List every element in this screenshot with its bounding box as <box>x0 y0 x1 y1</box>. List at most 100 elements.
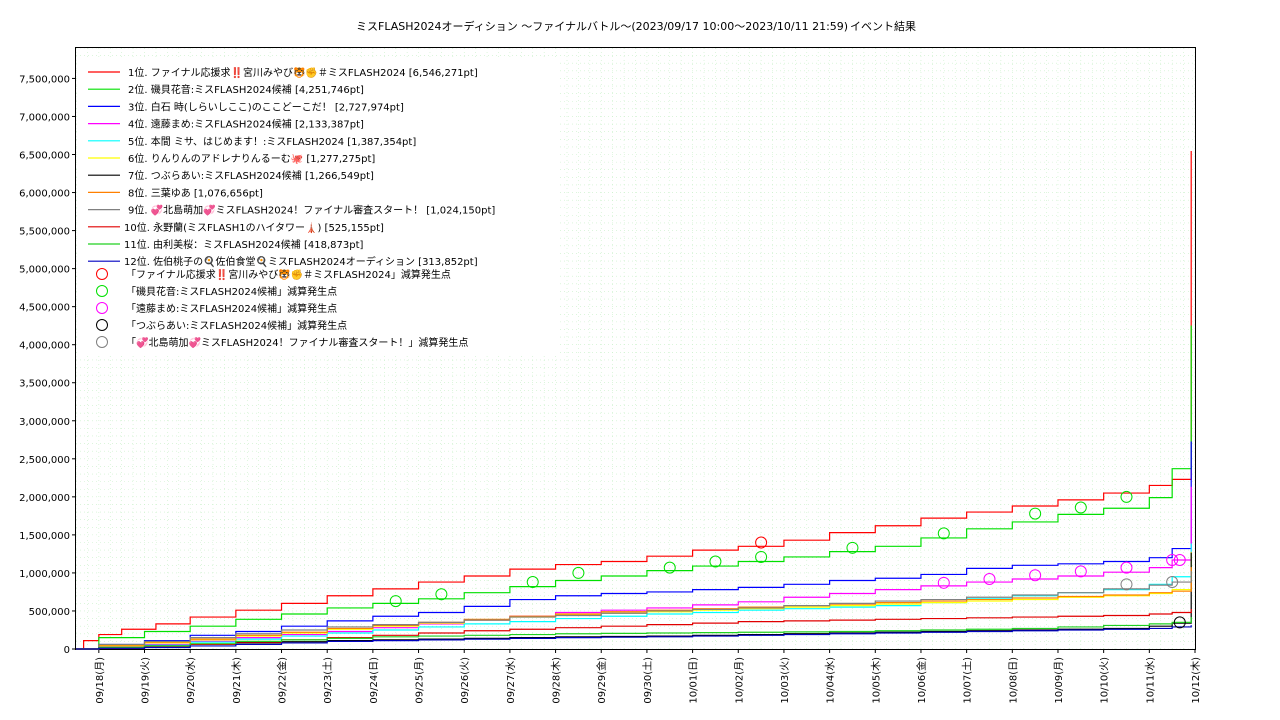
x-tick-label: 10/03(火) <box>779 657 791 704</box>
x-tick-label: 10/01(日) <box>689 657 700 704</box>
legend: 1位. ファイナル応援求‼️宮川みやび🐯✊＃ミスFLASH2024 [6,546… <box>80 60 560 356</box>
y-tick-label: 500,000 <box>29 607 70 618</box>
legend-marker <box>96 268 108 280</box>
x-tick-label: 10/02(月) <box>733 657 745 704</box>
legend-label: 12位. 佐伯桃子の🍳佐伯食堂🍳ミスFLASH2024オーディション [313,… <box>124 255 478 268</box>
legend-marker <box>96 336 108 348</box>
legend-label: 8位. 三葉ゆあ [1,076,656pt] <box>128 186 263 199</box>
series-line <box>76 609 1192 650</box>
y-tick-label: 5,000,000 <box>19 265 70 276</box>
series-line <box>76 625 1192 650</box>
marker-point <box>846 541 859 554</box>
marker-point <box>1029 569 1042 582</box>
y-axis: 0 500,000 1,000,000 1,500,000 2,000,000 2,500… <box>19 74 76 656</box>
legend-label: 「ファイナル応援求‼️宮川みやび🐯✊＃ミスFLASH2024」減算発生点 <box>126 268 451 281</box>
y-tick-label: 0 <box>64 645 70 656</box>
marker-point <box>1120 578 1133 591</box>
series-line <box>76 617 1192 650</box>
legend-label: 4位. 遠藤まめ:ミスFLASH2024候補 [2,133,387pt] <box>128 118 364 131</box>
legend-label: 3位. 白石 時(しらいしここ)のここどーこだ！ [2,727,974pt] <box>128 100 404 113</box>
legend-marker <box>96 302 108 314</box>
marker-point <box>1074 565 1087 578</box>
y-tick-label: 7,500,000 <box>19 74 70 85</box>
series-line <box>76 567 1192 650</box>
legend-marker <box>96 319 108 331</box>
x-tick-label: 10/04(水) <box>825 657 837 704</box>
y-tick-label: 1,000,000 <box>19 569 70 580</box>
x-tick-label: 10/07(土) <box>961 657 974 704</box>
x-tick-label: 09/23(土) <box>321 657 334 704</box>
legend-label: 「遠藤まめ:ミスFLASH2024候補」減算発生点 <box>126 302 337 315</box>
legend-marker <box>96 285 108 297</box>
legend-label: 9位. 💞北島萌加💞ミスFLASH2024！ファイナル審査スタート！ [1,02… <box>128 204 495 217</box>
x-tick-label: 10/06(金) <box>915 657 928 704</box>
legend-label: 「磯貝花音:ミスFLASH2024候補」減算発生点 <box>126 285 337 298</box>
plot-frame <box>75 47 1196 650</box>
legend-label: 5位. 本間 ミサ、はじめます！:ミスFLASH2024 [1,387,354p… <box>128 135 416 148</box>
marker-point <box>709 555 722 568</box>
legend-label: 2位. 磯貝花音:ミスFLASH2024候補 [4,251,746pt] <box>128 83 364 96</box>
marker-point <box>389 595 402 608</box>
x-tick-label: 09/19(火) <box>140 657 152 704</box>
marker-point <box>1173 553 1186 566</box>
x-tick-label: 10/05(木) <box>870 657 882 704</box>
marker-point <box>755 536 768 549</box>
legend-background <box>80 60 560 356</box>
y-tick-label: 2,500,000 <box>19 455 70 466</box>
marker-point <box>1074 501 1087 514</box>
x-tick-label: 09/24(日) <box>369 657 380 704</box>
marker-point <box>755 550 768 563</box>
legend-label: 11位. 由利美桜：ミスFLASH2024候補 [418,873pt] <box>124 238 363 251</box>
marker-point <box>1166 576 1179 589</box>
y-tick-label: 4,000,000 <box>19 341 70 352</box>
legend-label: 「つぶらあい:ミスFLASH2024候補」減算発生点 <box>126 319 347 332</box>
x-tick-label: 09/25(月) <box>414 657 426 704</box>
x-axis: 09/18(月) 09/19(火) 09/20(水) 09/21(木) 09/22(金)… <box>94 649 1202 704</box>
y-tick-label: 6,000,000 <box>19 189 70 200</box>
chart-title: ミスFLASH2024オーディション ～ファイナルバトル～(2023/09/17… <box>356 19 848 33</box>
legend-label: 10位. 永野蘭(ミスFLASH1のハイタワー🗼) [525,155pt] <box>124 221 384 234</box>
marker-point <box>572 566 585 579</box>
y-tick-label: 5,500,000 <box>19 227 70 238</box>
x-tick-label: 09/26(火) <box>459 657 471 704</box>
marker-points <box>389 490 1186 629</box>
marker-point <box>526 576 539 589</box>
legend-label: 「💞北島萌加💞ミスFLASH2024！ファイナル審査スタート！」減算発生点 <box>126 336 468 349</box>
marker-point <box>937 576 950 589</box>
y-tick-label: 3,000,000 <box>19 417 70 428</box>
x-tick-label: 09/18(月) <box>94 657 106 704</box>
series-line <box>76 571 1192 650</box>
marker-point <box>1120 561 1133 574</box>
marker-point <box>937 527 950 540</box>
x-tick-label: 09/28(木) <box>551 657 563 704</box>
chart-subtitle: イベント結果 <box>850 19 916 33</box>
marker-point <box>435 588 448 601</box>
y-tick-label: 2,000,000 <box>19 493 70 504</box>
marker-point <box>1173 616 1186 629</box>
y-tick-label: 4,500,000 <box>19 303 70 314</box>
series-line <box>76 325 1192 650</box>
x-tick-label: 10/11(水) <box>1144 657 1156 704</box>
x-tick-label: 09/27(水) <box>505 657 517 704</box>
series-lines <box>76 150 1192 650</box>
x-tick-label: 09/29(金) <box>595 657 608 704</box>
x-tick-label: 09/20(水) <box>185 657 197 704</box>
legend-label: 1位. ファイナル応援求‼️宮川みやび🐯✊＃ミスFLASH2024 [6,546… <box>128 66 478 79</box>
x-tick-label: 10/09(月) <box>1053 657 1065 704</box>
x-tick-label: 09/30(土) <box>641 657 654 704</box>
marker-point <box>663 561 676 574</box>
series-line <box>76 551 1192 650</box>
x-tick-label: 09/22(金) <box>276 657 289 704</box>
series-line <box>76 441 1192 650</box>
x-tick-label: 10/08(日) <box>1008 657 1019 704</box>
y-tick-label: 1,500,000 <box>19 531 70 542</box>
legend-label: 7位. つぶらあい:ミスFLASH2024候補 [1,266,549pt] <box>128 169 374 182</box>
marker-point <box>983 573 996 586</box>
legend-label: 6位. りんりんのアドレナりんるーむ🐙 [1,277,275pt] <box>128 152 375 165</box>
series-line <box>76 486 1192 650</box>
series-line <box>76 150 1192 650</box>
marker-point <box>1166 553 1179 566</box>
series-line <box>76 552 1192 650</box>
x-tick-label: 09/21(木) <box>231 657 243 704</box>
